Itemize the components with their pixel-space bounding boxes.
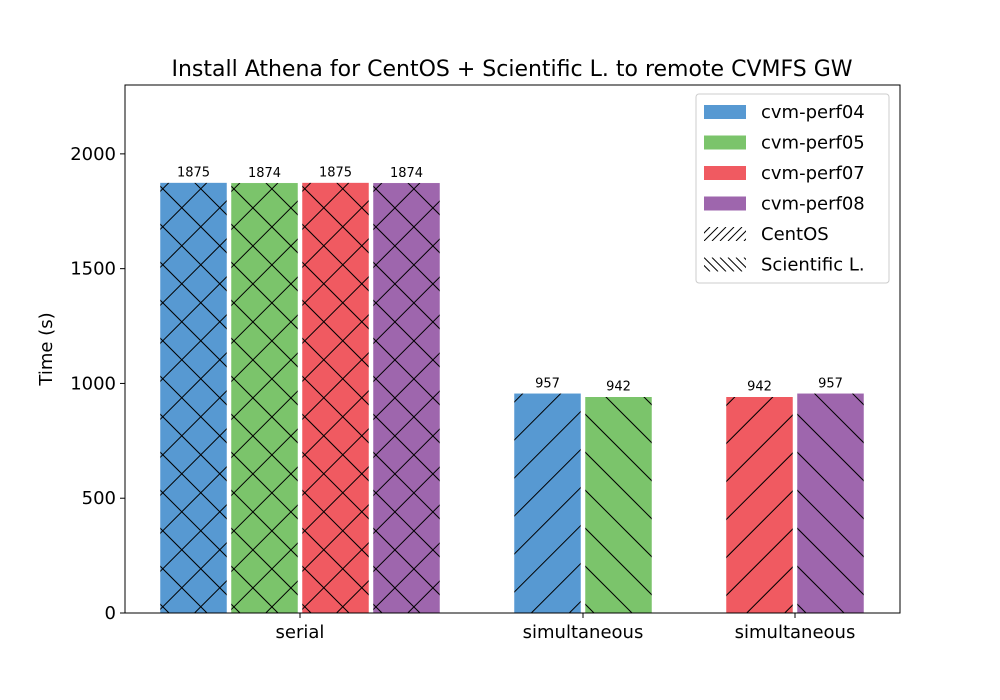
bar-hatch xyxy=(585,396,652,613)
bar-hatch xyxy=(726,396,793,613)
bar-value-label: 942 xyxy=(747,380,772,395)
legend-label: CentOS xyxy=(761,224,829,245)
bar-value-label: 957 xyxy=(535,376,560,391)
bar-value-label: 1874 xyxy=(248,166,281,181)
bar-value-label: 1875 xyxy=(177,166,210,181)
y-tick-label: 1000 xyxy=(70,373,116,394)
legend-hatch-swatch xyxy=(704,257,746,272)
legend-item-cvm-perf07: cvm-perf07 xyxy=(704,163,865,184)
legend-label: cvm-perf07 xyxy=(761,163,865,184)
legend-label: Scientific L. xyxy=(761,255,865,276)
legend-swatch xyxy=(704,166,746,180)
bar-cvm-perf04 xyxy=(513,393,582,613)
bar-cvm-perf07 xyxy=(301,182,370,613)
y-axis-label: Time (s) xyxy=(36,312,57,386)
bar-fill xyxy=(585,396,652,613)
bar-cvm-perf08 xyxy=(796,393,865,613)
y-tick-label: 500 xyxy=(82,488,116,509)
bar-fill xyxy=(373,182,440,613)
x-tick-label: simultaneous xyxy=(523,622,644,643)
bar-hatch xyxy=(373,182,440,613)
chart-title: Install Athena for CentOS + Scientific L… xyxy=(171,57,852,82)
bar-cvm-perf07 xyxy=(725,396,794,613)
bar-fill xyxy=(231,182,298,613)
bar-cvm-perf05 xyxy=(230,182,299,613)
legend-swatch xyxy=(704,105,746,119)
bar-fill xyxy=(726,396,793,613)
legend-item-cvm-perf05: cvm-perf05 xyxy=(704,133,865,154)
plot-frame xyxy=(124,84,901,614)
legend-label: cvm-perf04 xyxy=(761,102,865,123)
bar-hatch xyxy=(514,393,581,613)
legend-label: cvm-perf08 xyxy=(761,194,865,215)
bar-hatch xyxy=(302,182,369,613)
bar-value-label: 1875 xyxy=(319,166,352,181)
legend-swatch xyxy=(704,196,746,211)
bar-cvm-perf08 xyxy=(372,182,441,613)
bar-cvm-perf05 xyxy=(584,396,653,613)
legend-label: cvm-perf05 xyxy=(761,133,865,154)
legend-item-cvm-perf04: cvm-perf04 xyxy=(704,102,865,123)
y-tick-label: 1500 xyxy=(70,259,116,280)
bar-value-label: 957 xyxy=(818,376,843,391)
bar-fill xyxy=(514,393,581,613)
y-tick-label: 0 xyxy=(105,603,116,624)
legend-item-scientific-l-: Scientific L. xyxy=(704,255,865,276)
legend-swatch xyxy=(704,135,746,150)
bar-hatch xyxy=(160,182,227,613)
x-tick-label: serial xyxy=(276,622,325,643)
legend: cvm-perf04 cvm-perf05 cvm-perf07 cvm-perf08… xyxy=(695,93,890,284)
x-tick-label: simultaneous xyxy=(735,622,856,643)
legend-item-centos: CentOS xyxy=(704,224,829,245)
legend-item-cvm-perf08: cvm-perf08 xyxy=(704,194,865,215)
bar-value-label: 942 xyxy=(606,380,631,395)
bar-fill xyxy=(797,393,864,613)
bar-fill xyxy=(160,182,227,613)
bar-fill xyxy=(302,182,369,613)
legend-hatch-swatch xyxy=(704,227,746,241)
bar-cvm-perf04 xyxy=(159,182,228,613)
bar-hatch xyxy=(797,393,864,613)
bar-hatch xyxy=(231,182,298,613)
y-tick-label: 2000 xyxy=(70,144,116,165)
bar-value-label: 1874 xyxy=(390,166,423,181)
